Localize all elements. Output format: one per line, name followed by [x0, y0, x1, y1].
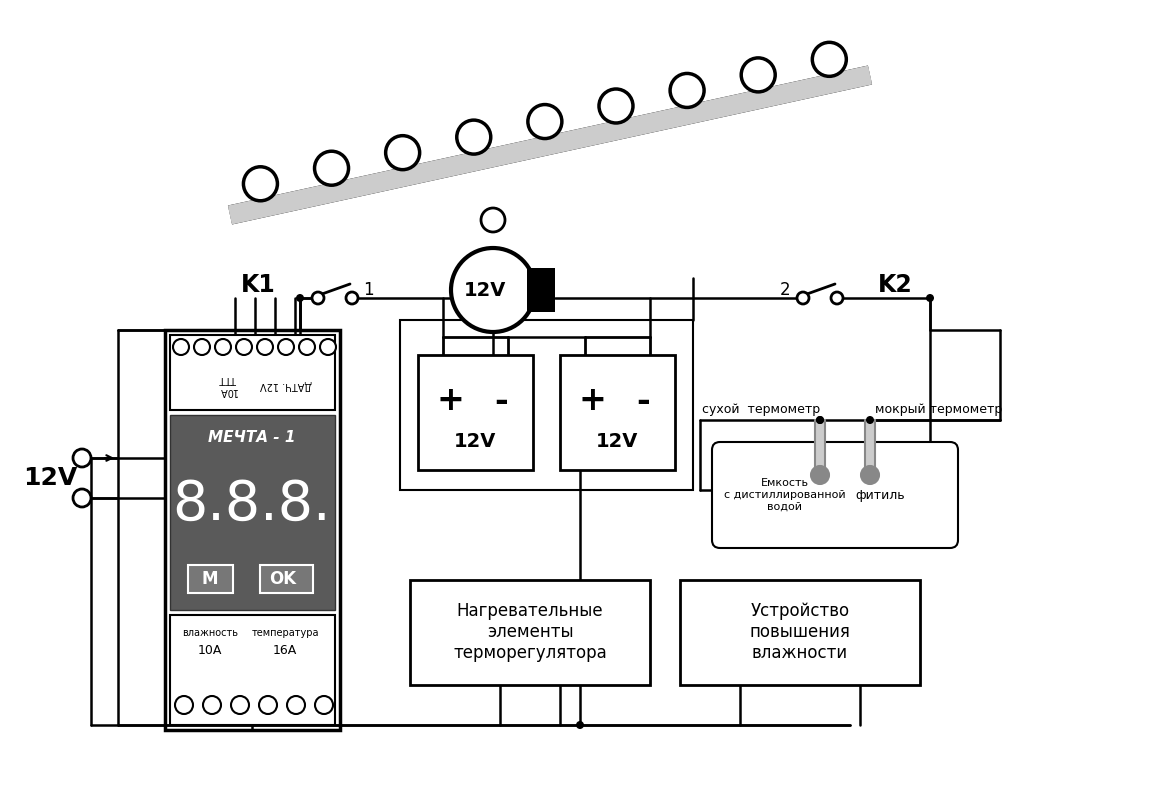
Text: 12V: 12V: [464, 280, 506, 300]
Text: Емкость
с дистиллированной
водой: Емкость с дистиллированной водой: [724, 479, 846, 511]
Circle shape: [194, 339, 210, 355]
Circle shape: [812, 42, 847, 77]
Circle shape: [528, 105, 561, 138]
Circle shape: [231, 696, 249, 714]
Circle shape: [296, 294, 304, 302]
Text: 16А: 16А: [273, 643, 297, 657]
Text: сухой  термометр: сухой термометр: [702, 403, 820, 416]
Circle shape: [451, 248, 535, 332]
Circle shape: [385, 136, 420, 169]
Circle shape: [312, 292, 324, 304]
Circle shape: [741, 58, 775, 92]
Circle shape: [316, 696, 333, 714]
Circle shape: [278, 339, 293, 355]
Bar: [409, 580, 650, 685]
Circle shape: [215, 339, 231, 355]
Circle shape: [235, 339, 252, 355]
Text: K2: K2: [878, 273, 913, 297]
Text: 12V: 12V: [596, 431, 639, 451]
Circle shape: [815, 416, 824, 424]
Text: 12V: 12V: [23, 466, 77, 490]
Circle shape: [175, 696, 193, 714]
Circle shape: [346, 292, 358, 304]
Circle shape: [299, 339, 316, 355]
Bar: [865, 420, 875, 475]
Circle shape: [861, 466, 879, 484]
Bar: [171, 615, 335, 725]
Text: 2: 2: [780, 281, 790, 299]
Text: -: -: [494, 384, 508, 418]
Circle shape: [867, 416, 873, 424]
Text: Устройство
повышения
влажности: Устройство повышения влажности: [749, 602, 850, 662]
Circle shape: [481, 208, 505, 232]
Bar: [400, 320, 693, 490]
Text: +: +: [579, 384, 607, 418]
Text: M: M: [202, 570, 218, 588]
Circle shape: [244, 167, 277, 201]
Text: фитиль: фитиль: [855, 488, 905, 502]
Circle shape: [457, 120, 491, 154]
Circle shape: [797, 292, 809, 304]
Text: 12V: 12V: [455, 431, 496, 451]
Circle shape: [258, 339, 273, 355]
Circle shape: [287, 696, 305, 714]
Bar: [418, 355, 532, 470]
Text: ДАТЧ. 12V: ДАТЧ. 12V: [260, 380, 312, 390]
Bar: [260, 565, 313, 593]
Text: 10А: 10А: [198, 643, 223, 657]
Text: температура: температура: [252, 628, 319, 638]
Bar: [560, 355, 675, 470]
Text: 1: 1: [363, 281, 374, 299]
Bar: [165, 330, 340, 730]
Circle shape: [577, 721, 583, 729]
Bar: [527, 268, 554, 312]
Circle shape: [314, 151, 348, 185]
Text: +: +: [436, 384, 464, 418]
Text: 8.8.8.: 8.8.8.: [173, 478, 332, 532]
Circle shape: [320, 339, 336, 355]
Bar: [171, 335, 335, 410]
Bar: [815, 420, 825, 475]
Bar: [171, 415, 335, 610]
Circle shape: [670, 74, 704, 107]
Circle shape: [173, 339, 189, 355]
Bar: [188, 565, 233, 593]
Text: 10А
ТТТ: 10А ТТТ: [218, 374, 237, 396]
Circle shape: [831, 292, 843, 304]
Circle shape: [811, 466, 829, 484]
Text: OK: OK: [269, 570, 297, 588]
Circle shape: [926, 294, 934, 302]
Text: Нагревательные
элементы
терморегулятора: Нагревательные элементы терморегулятора: [454, 602, 607, 662]
Circle shape: [73, 489, 90, 507]
Text: влажность: влажность: [182, 628, 238, 638]
Circle shape: [259, 696, 277, 714]
Circle shape: [815, 416, 824, 424]
Bar: [680, 580, 920, 685]
Circle shape: [599, 89, 633, 123]
Text: K1: K1: [240, 273, 275, 297]
Text: -: -: [636, 384, 650, 418]
FancyBboxPatch shape: [712, 442, 958, 548]
Circle shape: [203, 696, 222, 714]
Text: МЕЧТА - 1: МЕЧТА - 1: [209, 430, 296, 444]
Text: мокрый термометр: мокрый термометр: [875, 403, 1002, 416]
Circle shape: [73, 449, 90, 467]
